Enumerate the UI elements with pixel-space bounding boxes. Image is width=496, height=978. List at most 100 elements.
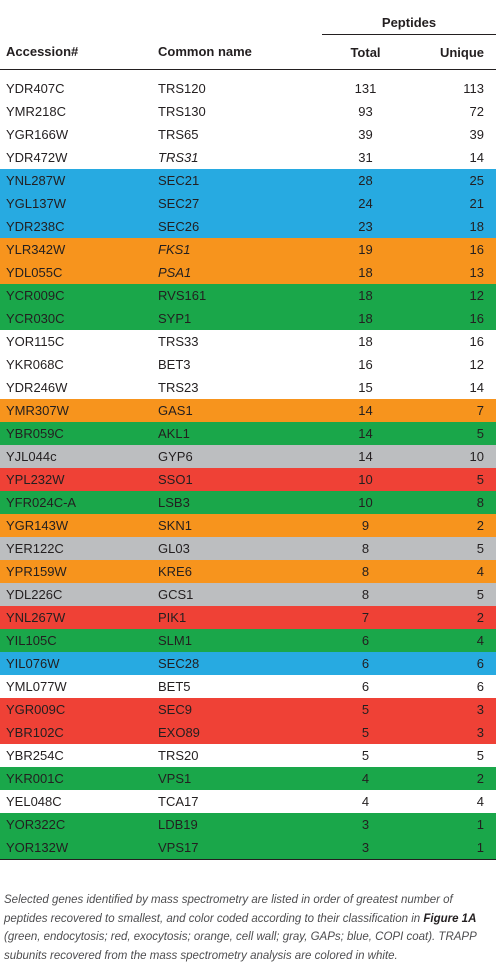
table-row: YER122C GL03 8 5 xyxy=(0,537,496,560)
common-name-cell: TRS65 xyxy=(154,123,322,146)
table-row: YGR009C SEC9 5 3 xyxy=(0,698,496,721)
table-footnote: Selected genes identified by mass spectr… xyxy=(4,891,492,965)
total-peptides-cell: 4 xyxy=(322,790,409,813)
total-peptides-cell: 6 xyxy=(322,629,409,652)
unique-peptides-cell: 5 xyxy=(409,537,496,560)
accession-cell: YEL048C xyxy=(0,790,154,813)
accession-cell: YDR472W xyxy=(0,146,154,169)
accession-cell: YDL055C xyxy=(0,261,154,284)
unique-peptides-cell: 3 xyxy=(409,721,496,744)
total-peptides-cell: 18 xyxy=(322,307,409,330)
common-name-cell: SYP1 xyxy=(154,307,322,330)
accession-cell: YDR246W xyxy=(0,376,154,399)
total-peptides-cell: 3 xyxy=(322,813,409,836)
accession-cell: YOR115C xyxy=(0,330,154,353)
unique-peptides-cell: 1 xyxy=(409,813,496,836)
total-peptides-cell: 9 xyxy=(322,514,409,537)
peptides-group-header: Peptides xyxy=(322,0,496,35)
common-name-cell: LSB3 xyxy=(154,491,322,514)
unique-peptides-cell: 12 xyxy=(409,284,496,307)
table-row: YDR246W TRS23 15 14 xyxy=(0,376,496,399)
header-group-row: Peptides xyxy=(0,0,496,35)
total-peptides-cell: 24 xyxy=(322,192,409,215)
table-row: YDL226C GCS1 8 5 xyxy=(0,583,496,606)
unique-peptides-cell: 16 xyxy=(409,307,496,330)
common-name-cell: TCA17 xyxy=(154,790,322,813)
common-name-cell: SEC21 xyxy=(154,169,322,192)
accession-cell: YER122C xyxy=(0,537,154,560)
unique-peptides-cell: 16 xyxy=(409,330,496,353)
table-row: YMR218C TRS130 93 72 xyxy=(0,100,496,123)
accession-cell: YMR307W xyxy=(0,399,154,422)
table-row: YIL105C SLM1 6 4 xyxy=(0,629,496,652)
total-peptides-cell: 39 xyxy=(322,123,409,146)
table-row: YCR030C SYP1 18 16 xyxy=(0,307,496,330)
unique-peptides-cell: 5 xyxy=(409,744,496,767)
unique-peptides-cell: 2 xyxy=(409,606,496,629)
common-name-cell: EXO89 xyxy=(154,721,322,744)
total-peptides-cell: 31 xyxy=(322,146,409,169)
unique-peptides-cell: 113 xyxy=(409,69,496,100)
total-peptides-cell: 23 xyxy=(322,215,409,238)
total-peptides-cell: 8 xyxy=(322,560,409,583)
common-name-cell: TRS33 xyxy=(154,330,322,353)
unique-peptides-cell: 16 xyxy=(409,238,496,261)
common-name-cell: SEC9 xyxy=(154,698,322,721)
common-name-cell: FKS1 xyxy=(154,238,322,261)
common-name-cell: SSO1 xyxy=(154,468,322,491)
accession-cell: YBR059C xyxy=(0,422,154,445)
unique-peptides-cell: 1 xyxy=(409,836,496,859)
unique-peptides-cell: 7 xyxy=(409,399,496,422)
accession-cell: YOR132W xyxy=(0,836,154,859)
table-row: YJL044c GYP6 14 10 xyxy=(0,445,496,468)
accession-cell: YLR342W xyxy=(0,238,154,261)
header-row: Accession# Common name Total Unique xyxy=(0,34,496,70)
common-name-cell: PSA1 xyxy=(154,261,322,284)
table-row: YNL267W PIK1 7 2 xyxy=(0,606,496,629)
total-peptides-cell: 28 xyxy=(322,169,409,192)
footnote-text-1: Selected genes identified by mass spectr… xyxy=(4,894,453,925)
common-name-cell: GYP6 xyxy=(154,445,322,468)
unique-peptides-cell: 12 xyxy=(409,353,496,376)
common-name-cell: TRS120 xyxy=(154,69,322,100)
total-peptides-cell: 10 xyxy=(322,491,409,514)
table-row: YGR166W TRS65 39 39 xyxy=(0,123,496,146)
unique-peptides-cell: 18 xyxy=(409,215,496,238)
total-peptides-cell: 10 xyxy=(322,468,409,491)
table-row: YFR024C-A LSB3 10 8 xyxy=(0,491,496,514)
total-column-header: Total xyxy=(322,34,409,70)
unique-peptides-cell: 5 xyxy=(409,468,496,491)
unique-peptides-cell: 4 xyxy=(409,560,496,583)
accession-cell: YCR030C xyxy=(0,307,154,330)
common-name-cell: PIK1 xyxy=(154,606,322,629)
table-row: YOR115C TRS33 18 16 xyxy=(0,330,496,353)
unique-column-header: Unique xyxy=(409,34,496,70)
accession-cell: YCR009C xyxy=(0,284,154,307)
table-body: YDR407C TRS120 131 113 YMR218C TRS130 93 72 YGR1… xyxy=(0,69,496,859)
accession-cell: YKR001C xyxy=(0,767,154,790)
total-peptides-cell: 19 xyxy=(322,238,409,261)
table-row: YNL287W SEC21 28 25 xyxy=(0,169,496,192)
common-name-cell: SEC26 xyxy=(154,215,322,238)
total-peptides-cell: 8 xyxy=(322,583,409,606)
table-row: YIL076W SEC28 6 6 xyxy=(0,652,496,675)
peptide-table: Peptides Accession# Common name Total Un… xyxy=(0,0,496,859)
total-peptides-cell: 15 xyxy=(322,376,409,399)
unique-peptides-cell: 6 xyxy=(409,652,496,675)
common-name-cell: SEC28 xyxy=(154,652,322,675)
common-name-cell: TRS20 xyxy=(154,744,322,767)
table-row: YKR001C VPS1 4 2 xyxy=(0,767,496,790)
unique-peptides-cell: 5 xyxy=(409,422,496,445)
unique-peptides-cell: 2 xyxy=(409,514,496,537)
accession-cell: YBR102C xyxy=(0,721,154,744)
unique-peptides-cell: 5 xyxy=(409,583,496,606)
accession-cell: YKR068C xyxy=(0,353,154,376)
total-peptides-cell: 6 xyxy=(322,675,409,698)
total-peptides-cell: 18 xyxy=(322,261,409,284)
accession-cell: YMR218C xyxy=(0,100,154,123)
footnote-figure-ref: Figure 1A xyxy=(423,912,477,925)
unique-peptides-cell: 8 xyxy=(409,491,496,514)
total-peptides-cell: 7 xyxy=(322,606,409,629)
accession-cell: YIL076W xyxy=(0,652,154,675)
common-name-cell: RVS161 xyxy=(154,284,322,307)
